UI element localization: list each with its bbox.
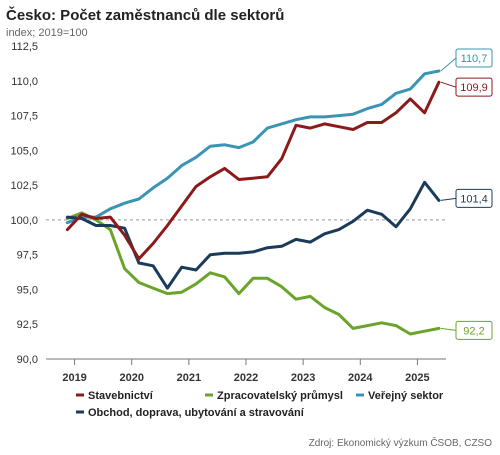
legend-label: Zpracovatelský průmysl	[217, 390, 343, 402]
y-tick-label: 100,0	[10, 215, 38, 227]
callout-connector	[440, 57, 457, 72]
y-tick-label: 110,0	[11, 76, 38, 88]
series-line-2	[65, 69, 441, 225]
callout-box	[455, 48, 493, 68]
x-tick-label: 2021	[177, 372, 201, 384]
chart-subtitle: index; 2019=100	[6, 27, 88, 39]
chart-title: Česko: Počet zaměstnanců dle sektorů	[6, 6, 284, 24]
y-tick-label: 97,5	[17, 250, 38, 262]
series-line-1	[65, 211, 441, 336]
series-group	[65, 69, 441, 336]
x-tick-label: 2024	[348, 372, 373, 384]
y-tick-label: 105,0	[10, 145, 38, 157]
legend-label: Obchod, doprava, ubytování a stravování	[88, 407, 305, 419]
x-tick-label: 2023	[291, 372, 315, 384]
y-tick-label: 92,5	[17, 319, 38, 331]
x-tick-label: 2020	[119, 372, 143, 384]
callout-connector	[440, 81, 457, 88]
callout-value: 109,9	[460, 82, 488, 94]
legend-label: Stavebnictví	[88, 390, 154, 402]
series-line-3	[65, 180, 441, 290]
callout-connector	[440, 197, 457, 201]
x-axis: 2019 2020 2021 2022 2023 2024 2025	[46, 358, 446, 384]
series-line-0	[65, 80, 441, 261]
y-tick-label: 90,0	[17, 354, 38, 366]
callout-connector	[440, 327, 457, 331]
x-tick-label: 2022	[234, 372, 258, 384]
x-tick-label: 2019	[62, 372, 86, 384]
y-tick-label: 95,0	[17, 284, 38, 296]
legend-label: Veřejný sektor	[368, 390, 444, 402]
y-tick-label: 112,5	[11, 41, 38, 53]
callout-value: 101,4	[460, 193, 488, 205]
callout-box	[455, 77, 493, 97]
legend: Stavebnictví Zpracovatelský průmysl Veřejn…	[76, 390, 444, 419]
y-tick-label: 102,5	[10, 180, 38, 192]
end-label-callouts: 110,7 109,9 101,4 92,2	[440, 48, 493, 340]
callout-value: 110,7	[461, 53, 488, 65]
y-axis: 90,0 92,5 95,0 97,5 100,0 102,5 105,0 107,5 110,…	[10, 41, 38, 366]
x-tick-label: 2025	[405, 372, 429, 384]
callout-value: 92,2	[463, 325, 484, 337]
callout-box	[455, 320, 493, 340]
callout-box	[455, 188, 493, 208]
y-tick-label: 107,5	[10, 111, 38, 123]
chart-source: Zdroj: Ekonomický výzkum ČSOB, CZSO	[309, 436, 493, 449]
